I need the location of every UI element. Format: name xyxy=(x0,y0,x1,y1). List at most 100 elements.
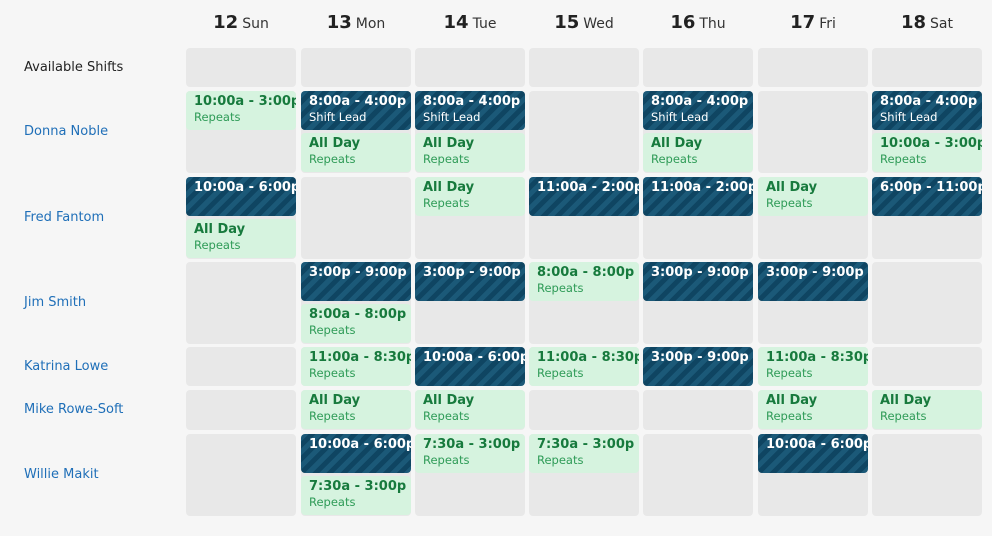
shift-time: 11:00a - 8:30p xyxy=(309,350,411,365)
shift-time: All Day xyxy=(651,136,703,151)
employee-name-willie-makit[interactable]: Willie Makit xyxy=(24,467,99,482)
assigned-shift-block[interactable]: 3:00p - 9:00p xyxy=(643,262,753,301)
shift-time: 3:00p - 9:00p xyxy=(651,265,749,280)
assigned-shift-block[interactable]: 3:00p - 9:00p xyxy=(415,262,525,301)
repeating-shift-block[interactable]: All Day Repeats xyxy=(643,133,753,172)
assigned-shift-block[interactable]: 3:00p - 9:00p xyxy=(643,347,753,386)
employee-name-katrina-lowe[interactable]: Katrina Lowe xyxy=(24,358,109,374)
shift-time: 11:00a - 8:30p xyxy=(766,350,868,365)
shift-time: All Day xyxy=(309,136,361,151)
schedule-cell[interactable] xyxy=(643,390,753,430)
repeating-shift-block[interactable]: All Day Repeats xyxy=(415,390,525,429)
day-header-sun: 12 Sun xyxy=(186,12,296,33)
repeating-shift-block[interactable]: 11:00a - 8:30p Repeats xyxy=(529,347,639,386)
repeating-shift-block[interactable]: 11:00a - 8:30p Repeats xyxy=(758,347,868,386)
schedule-cell[interactable] xyxy=(872,434,982,516)
shift-time: 3:00p - 9:00p xyxy=(309,265,407,280)
schedule-cell[interactable] xyxy=(529,91,639,173)
schedule-cell[interactable] xyxy=(643,48,753,87)
shift-role: Shift Lead xyxy=(309,110,367,124)
schedule-cell[interactable] xyxy=(186,262,296,344)
repeating-shift-block[interactable]: 7:30a - 3:00p Repeats xyxy=(529,434,639,473)
repeating-shift-block[interactable]: 10:00a - 3:00p Repeats xyxy=(186,91,296,130)
schedule-cell[interactable] xyxy=(301,177,411,259)
shift-time: 3:00p - 9:00p xyxy=(766,265,864,280)
assigned-shift-block[interactable]: 10:00a - 6:00p xyxy=(301,434,411,473)
day-name: Sun xyxy=(242,16,269,32)
repeating-shift-block[interactable]: All Day Repeats xyxy=(415,177,525,216)
day-name: Thu xyxy=(699,16,726,32)
schedule-cell[interactable] xyxy=(872,262,982,344)
repeating-shift-block[interactable]: All Day Repeats xyxy=(301,133,411,172)
shift-time: 10:00a - 3:00p xyxy=(880,136,982,151)
shift-repeat-note: Repeats xyxy=(537,453,584,467)
shift-repeat-note: Repeats xyxy=(766,366,813,380)
assigned-shift-block[interactable]: 8:00a - 4:00p Shift Lead xyxy=(301,91,411,130)
assigned-shift-block[interactable]: 3:00p - 9:00p xyxy=(758,262,868,301)
repeating-shift-block[interactable]: 7:30a - 3:00p Repeats xyxy=(301,476,411,515)
schedule-cell[interactable] xyxy=(415,48,525,87)
shift-role: Shift Lead xyxy=(423,110,481,124)
schedule-cell[interactable] xyxy=(643,434,753,516)
shift-time: 10:00a - 6:00p xyxy=(766,437,868,452)
employee-name-mike-rowe-soft[interactable]: Mike Rowe-Soft xyxy=(24,402,124,417)
day-header-tue: 14 Tue xyxy=(415,12,525,33)
assigned-shift-block[interactable]: 6:00p - 11:00p xyxy=(872,177,982,216)
assigned-shift-block[interactable]: 10:00a - 6:00p xyxy=(415,347,525,386)
shift-time: All Day xyxy=(423,180,475,195)
assigned-shift-block[interactable]: 11:00a - 2:00p xyxy=(529,177,639,216)
repeating-shift-block[interactable]: All Day Repeats xyxy=(186,219,296,258)
shift-time: 3:00p - 9:00p xyxy=(423,265,521,280)
repeating-shift-block[interactable]: All Day Repeats xyxy=(301,390,411,429)
shift-time: All Day xyxy=(423,136,475,151)
schedule-cell[interactable] xyxy=(186,347,296,386)
schedule-cell[interactable] xyxy=(758,91,868,173)
repeating-shift-block[interactable]: 7:30a - 3:00p Repeats xyxy=(415,434,525,473)
schedule-cell[interactable] xyxy=(872,48,982,87)
day-header-fri: 17 Fri xyxy=(758,12,868,33)
shift-time: 7:30a - 3:00p xyxy=(423,437,521,452)
shift-repeat-note: Repeats xyxy=(309,495,356,509)
schedule-cell[interactable] xyxy=(186,390,296,430)
repeating-shift-block[interactable]: 11:00a - 8:30p Repeats xyxy=(301,347,411,386)
schedule-cell[interactable] xyxy=(186,48,296,87)
employee-name-donna-noble[interactable]: Donna Noble xyxy=(24,124,109,139)
repeating-shift-block[interactable]: 8:00a - 8:00p Repeats xyxy=(529,262,639,301)
schedule-cell[interactable] xyxy=(186,434,296,516)
schedule-cell[interactable] xyxy=(872,347,982,386)
shift-repeat-note: Repeats xyxy=(423,453,470,467)
schedule-cell[interactable] xyxy=(529,48,639,87)
shift-repeat-note: Repeats xyxy=(651,152,698,166)
day-number: 12 xyxy=(213,12,239,33)
assigned-shift-block[interactable]: 11:00a - 2:00p xyxy=(643,177,753,216)
assigned-shift-block[interactable]: 8:00a - 4:00p Shift Lead xyxy=(415,91,525,130)
day-header-thu: 16 Thu xyxy=(643,12,753,33)
shift-time: 11:00a - 2:00p xyxy=(537,180,639,195)
day-number: 15 xyxy=(554,12,580,33)
repeating-shift-block[interactable]: 10:00a - 3:00p Repeats xyxy=(872,133,982,172)
repeating-shift-block[interactable]: All Day Repeats xyxy=(758,390,868,429)
shift-repeat-note: Repeats xyxy=(423,196,470,210)
shift-repeat-note: Repeats xyxy=(423,152,470,166)
employee-name-fred-fantom[interactable]: Fred Fantom xyxy=(24,210,105,225)
assigned-shift-block[interactable]: 10:00a - 6:00p xyxy=(186,177,296,216)
assigned-shift-block[interactable]: 8:00a - 4:00p Shift Lead xyxy=(872,91,982,130)
repeating-shift-block[interactable]: 8:00a - 8:00p Repeats xyxy=(301,304,411,343)
repeating-shift-block[interactable]: All Day Repeats xyxy=(415,133,525,172)
shift-time: 6:00p - 11:00p xyxy=(880,180,982,195)
repeating-shift-block[interactable]: All Day Repeats xyxy=(872,390,982,429)
schedule-cell[interactable] xyxy=(529,390,639,430)
day-name: Sat xyxy=(930,16,954,32)
shift-repeat-note: Repeats xyxy=(766,196,813,210)
assigned-shift-block[interactable]: 10:00a - 6:00p xyxy=(758,434,868,473)
shift-repeat-note: Repeats xyxy=(309,366,356,380)
employee-name-jim-smith[interactable]: Jim Smith xyxy=(24,295,87,310)
repeating-shift-block[interactable]: All Day Repeats xyxy=(758,177,868,216)
shift-time: All Day xyxy=(309,393,361,408)
assigned-shift-block[interactable]: 8:00a - 4:00p Shift Lead xyxy=(643,91,753,130)
schedule-cell[interactable] xyxy=(758,48,868,87)
schedule-cell[interactable] xyxy=(301,48,411,87)
assigned-shift-block[interactable]: 3:00p - 9:00p xyxy=(301,262,411,301)
shift-time: 11:00a - 8:30p xyxy=(537,350,639,365)
